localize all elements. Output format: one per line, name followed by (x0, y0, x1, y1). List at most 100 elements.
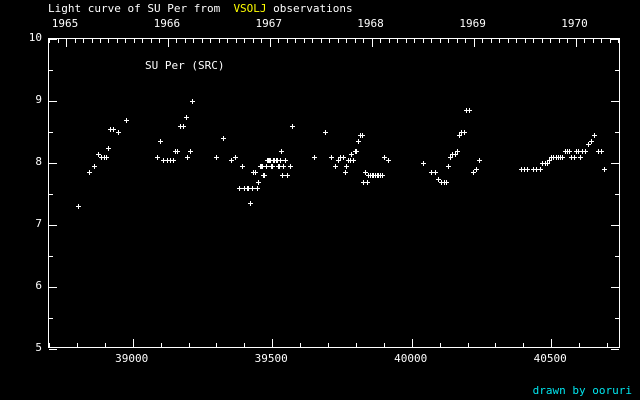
right-tick (615, 132, 619, 133)
series-annotation: SU Per (SRC) (145, 59, 225, 72)
data-point (336, 157, 342, 163)
data-point (278, 157, 284, 163)
bottom-tick (607, 343, 609, 347)
data-point (110, 126, 116, 132)
data-point (123, 117, 129, 123)
data-point (329, 154, 335, 160)
top-tick (575, 39, 577, 47)
top-tick (567, 39, 569, 43)
data-point (477, 157, 483, 163)
right-tick (615, 70, 619, 71)
top-tick (133, 39, 135, 43)
data-point (189, 99, 195, 104)
data-point (463, 108, 469, 114)
data-point (274, 157, 280, 163)
top-tick (473, 39, 475, 47)
y-tick-label-8: 8 (35, 155, 42, 168)
year-label-1965: 1965 (51, 17, 79, 30)
top-tick (312, 39, 314, 43)
data-point (246, 185, 252, 191)
top-tick (91, 39, 93, 43)
data-point (178, 123, 184, 129)
right-tick (611, 39, 619, 40)
data-point (281, 164, 287, 170)
data-point (457, 133, 463, 139)
top-tick (558, 39, 560, 43)
top-tick (584, 39, 586, 43)
data-point (578, 154, 584, 160)
top-tick (592, 39, 594, 43)
bottom-tick (467, 343, 469, 347)
data-point (171, 157, 177, 163)
top-tick (414, 39, 416, 43)
data-point (289, 123, 295, 129)
data-point (525, 167, 531, 173)
right-tick (611, 101, 619, 102)
top-tick (465, 39, 467, 43)
top-tick (524, 39, 526, 43)
top-tick (320, 39, 322, 43)
data-point (567, 148, 573, 154)
data-point (359, 133, 365, 139)
bottom-tick (216, 343, 218, 347)
bottom-tick (272, 339, 274, 347)
data-point (185, 154, 191, 160)
right-tick (611, 163, 619, 164)
data-point (75, 204, 81, 210)
top-tick (499, 39, 501, 43)
bottom-tick (383, 343, 385, 347)
bottom-tick (300, 343, 302, 347)
data-point (168, 157, 174, 163)
data-point (386, 157, 392, 163)
data-point (154, 154, 160, 160)
data-point (560, 154, 566, 160)
bottom-tick (104, 343, 106, 347)
data-point (530, 167, 536, 173)
right-tick (611, 349, 619, 350)
data-point (351, 157, 357, 163)
data-point (379, 173, 385, 179)
top-tick (278, 39, 280, 43)
right-tick (615, 194, 619, 195)
data-point (534, 167, 540, 173)
data-point (585, 142, 591, 148)
data-point (105, 145, 111, 151)
data-point (287, 164, 293, 170)
data-point (467, 108, 473, 114)
bottom-tick (188, 343, 190, 347)
top-tick (363, 39, 365, 43)
data-point (270, 164, 276, 170)
top-tick (261, 39, 263, 43)
left-tick (49, 70, 53, 71)
top-tick (397, 39, 399, 43)
data-point (187, 148, 193, 154)
data-point (588, 139, 594, 145)
top-tick (99, 39, 101, 43)
data-point (332, 164, 338, 170)
top-tick (142, 39, 144, 43)
top-tick (252, 39, 254, 43)
credit-text: drawn by ooruri (532, 384, 632, 397)
top-tick (354, 39, 356, 43)
chart-title-part2: observations (266, 2, 353, 15)
bottom-tick (551, 339, 553, 347)
top-tick (235, 39, 237, 43)
data-point (362, 170, 368, 176)
data-point (164, 157, 170, 163)
right-tick (611, 225, 619, 226)
data-point (537, 167, 543, 173)
left-tick (49, 132, 53, 133)
data-point (598, 148, 604, 154)
top-tick (116, 39, 118, 43)
data-point (161, 157, 167, 163)
data-point (420, 161, 426, 166)
left-tick (49, 194, 53, 195)
x-tick-label-39500: 39500 (254, 352, 288, 365)
data-point (361, 179, 367, 185)
data-point (312, 154, 318, 160)
data-point (582, 148, 588, 154)
data-point (280, 173, 286, 179)
plot-inner: SU Per (SRC) (49, 39, 620, 350)
data-point (263, 164, 269, 170)
